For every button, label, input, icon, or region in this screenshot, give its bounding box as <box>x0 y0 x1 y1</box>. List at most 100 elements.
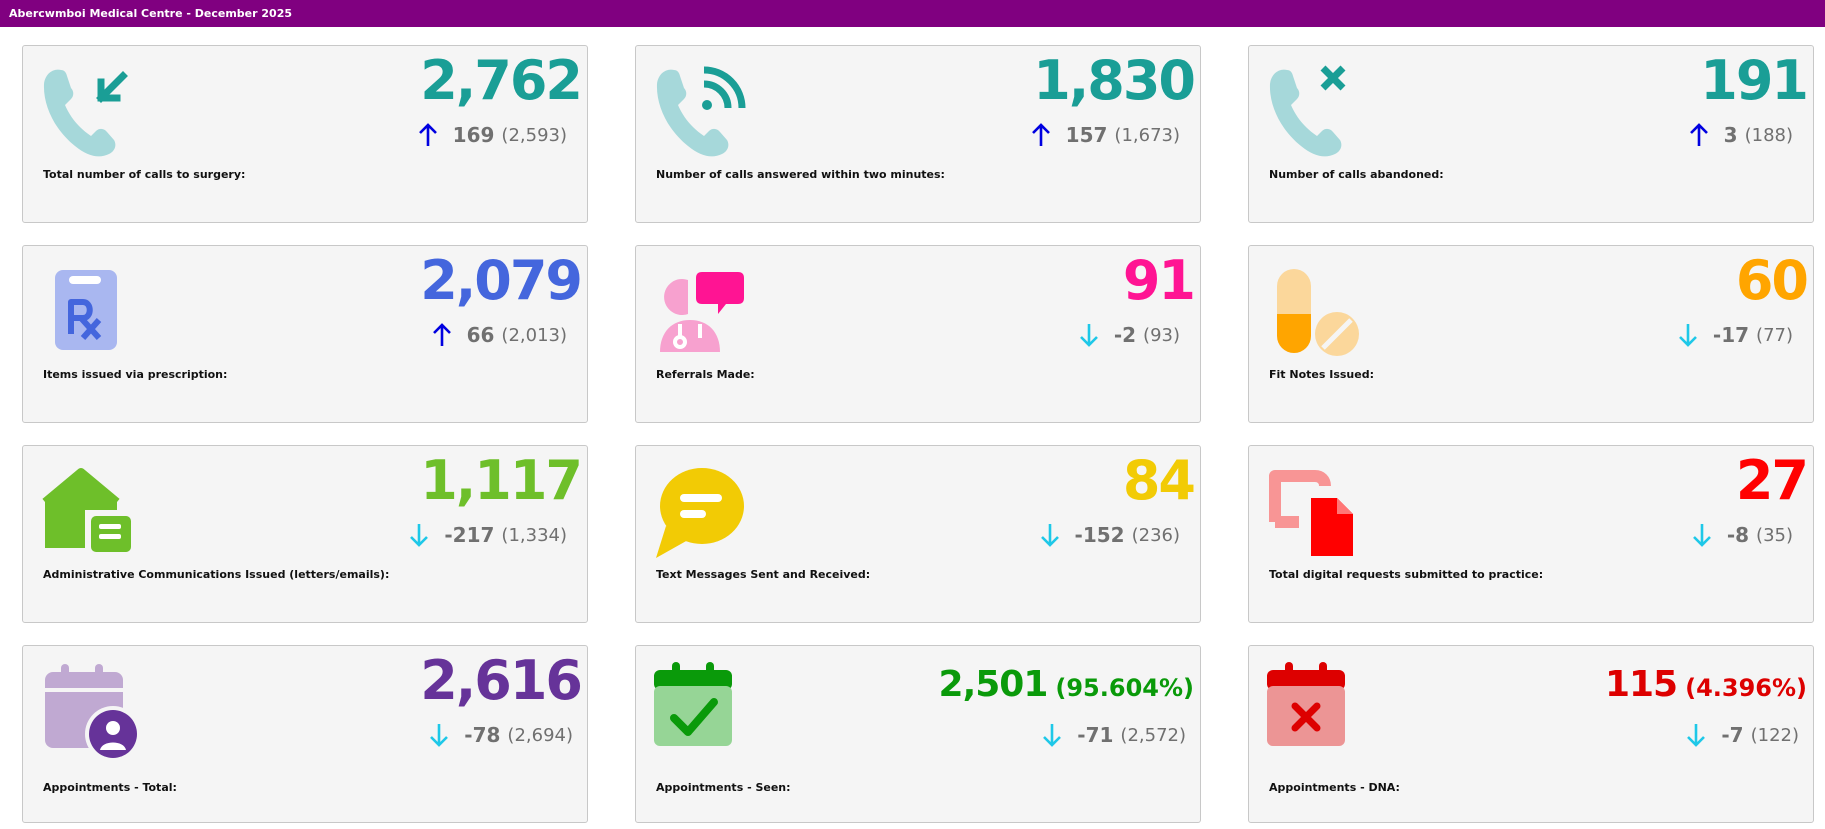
arrow-up-icon <box>1684 122 1714 148</box>
doctor-referral-icon <box>652 262 752 362</box>
arrow-down-icon <box>1687 522 1717 548</box>
metric-previous: (1,673) <box>1114 124 1180 146</box>
arrow-down-icon <box>1037 722 1067 748</box>
card-prescriptions: 2,079 66 (2,013) Items issued via prescr… <box>22 245 588 423</box>
metric-label: Items issued via prescription: <box>43 368 228 381</box>
calendar-user-icon <box>39 662 139 762</box>
digital-document-icon <box>1265 462 1365 562</box>
card-calls-total: 2,762 169 (2,593) Total number of calls … <box>22 45 588 223</box>
arrow-down-icon <box>1681 722 1711 748</box>
prescription-clipboard-icon <box>39 262 139 362</box>
metric-previous: (77) <box>1756 324 1793 346</box>
metric-change: -217 <box>444 523 495 547</box>
metric-previous: (93) <box>1143 324 1180 346</box>
metric-trend: 66 (2,013) <box>427 322 567 348</box>
metric-change: -2 <box>1113 323 1137 347</box>
metric-previous: (236) <box>1131 524 1180 546</box>
metric-previous: (188) <box>1744 124 1793 146</box>
metric-value: 2,501 (95.604%) <box>939 660 1194 713</box>
arrow-down-icon <box>1035 522 1065 548</box>
card-text-messages: 84 -152 (236) Text Messages Sent and Rec… <box>635 445 1201 623</box>
header-bar: Abercwmboi Medical Centre - December 202… <box>0 0 1825 27</box>
metric-label: Referrals Made: <box>656 368 755 381</box>
metric-label: Total digital requests submitted to prac… <box>1269 568 1544 581</box>
card-appointments-dna: 115 (4.396%) -7 (122) Appointments - DNA: <box>1248 645 1814 823</box>
card-digital-requests: 27 -8 (35) Total digital requests submit… <box>1248 445 1814 623</box>
card-calls-answered: 1,830 157 (1,673) Number of calls answer… <box>635 45 1201 223</box>
arrow-up-icon <box>1026 122 1056 148</box>
phone-missed-icon <box>1265 62 1365 162</box>
metric-value: 84 <box>1122 449 1196 512</box>
metric-label: Number of calls abandoned: <box>1269 168 1444 181</box>
metric-previous: (2,572) <box>1120 724 1186 746</box>
arrow-up-icon <box>427 322 457 348</box>
metric-number: 115 <box>1604 664 1678 705</box>
card-appointments-seen: 2,501 (95.604%) -71 (2,572) Appointments … <box>635 645 1201 823</box>
metric-trend: 157 (1,673) <box>1026 122 1180 148</box>
metric-previous: (122) <box>1750 724 1799 746</box>
metric-previous: (2,694) <box>507 724 573 746</box>
card-fit-notes: 60 -17 (77) Fit Notes Issued: <box>1248 245 1814 423</box>
card-admin-communications: 1,117 -217 (1,334) Administrative Commun… <box>22 445 588 623</box>
metric-number: 2,501 <box>938 664 1049 705</box>
phone-incoming-icon <box>39 62 139 162</box>
metric-trend: -71 (2,572) <box>1037 722 1186 748</box>
metric-label: Appointments - Total: <box>43 781 177 794</box>
arrow-down-icon <box>1673 322 1703 348</box>
metric-percentage: (95.604%) <box>1055 674 1194 702</box>
metric-previous: (2,013) <box>501 324 567 346</box>
metric-label: Fit Notes Issued: <box>1269 368 1374 381</box>
arrow-down-icon <box>1074 322 1104 348</box>
arrow-down-icon <box>404 522 434 548</box>
metric-label: Administrative Communications Issued (le… <box>43 568 390 581</box>
metric-value: 115 (4.396%) <box>1605 660 1807 713</box>
metric-trend: -8 (35) <box>1687 522 1793 548</box>
metric-label: Appointments - Seen: <box>656 781 791 794</box>
metric-value: 2,079 <box>420 249 583 312</box>
metric-value: 60 <box>1735 249 1809 312</box>
card-calls-abandoned: 191 3 (188) Number of calls abandoned: <box>1248 45 1814 223</box>
metric-change: 157 <box>1065 123 1108 147</box>
metric-value: 1,117 <box>420 449 583 512</box>
arrow-down-icon <box>424 722 454 748</box>
metric-value: 2,616 <box>420 649 583 712</box>
envelope-document-icon <box>39 462 139 562</box>
metric-change: 3 <box>1723 123 1738 147</box>
page-title: Abercwmboi Medical Centre - December 202… <box>9 7 293 20</box>
metric-trend: -2 (93) <box>1074 322 1180 348</box>
metric-change: 66 <box>466 323 495 347</box>
metric-change: -8 <box>1726 523 1750 547</box>
metric-label: Number of calls answered within two minu… <box>656 168 945 181</box>
metric-trend: 3 (188) <box>1684 122 1793 148</box>
metric-value: 91 <box>1122 249 1196 312</box>
arrow-up-icon <box>413 122 443 148</box>
chat-bubble-icon <box>652 462 752 562</box>
metric-change: -71 <box>1077 723 1114 747</box>
metric-change: -7 <box>1721 723 1744 747</box>
metric-label: Appointments - DNA: <box>1269 781 1400 794</box>
metric-trend: -17 (77) <box>1673 322 1793 348</box>
metric-value: 2,762 <box>420 49 583 112</box>
phone-answered-icon <box>652 62 752 162</box>
calendar-cross-icon <box>1265 662 1365 762</box>
metric-label: Total number of calls to surgery: <box>43 168 246 181</box>
pills-icon <box>1265 262 1365 362</box>
metric-previous: (1,334) <box>501 524 567 546</box>
metric-trend: -152 (236) <box>1035 522 1180 548</box>
metric-change: -78 <box>464 723 501 747</box>
metric-change: -152 <box>1074 523 1125 547</box>
metric-value: 27 <box>1735 449 1809 512</box>
metric-previous: (35) <box>1756 524 1793 546</box>
metric-trend: -217 (1,334) <box>404 522 567 548</box>
metric-trend: 169 (2,593) <box>413 122 567 148</box>
card-referrals: 91 -2 (93) Referrals Made: <box>635 245 1201 423</box>
metric-value: 1,830 <box>1033 49 1196 112</box>
metric-previous: (2,593) <box>501 124 567 146</box>
card-appointments-total: 2,616 -78 (2,694) Appointments - Total: <box>22 645 588 823</box>
calendar-check-icon <box>652 662 752 762</box>
metric-change: -17 <box>1712 323 1750 347</box>
metric-change: 169 <box>452 123 495 147</box>
metric-trend: -7 (122) <box>1681 722 1799 748</box>
metric-value: 191 <box>1700 49 1809 112</box>
metric-percentage: (4.396%) <box>1685 674 1807 702</box>
